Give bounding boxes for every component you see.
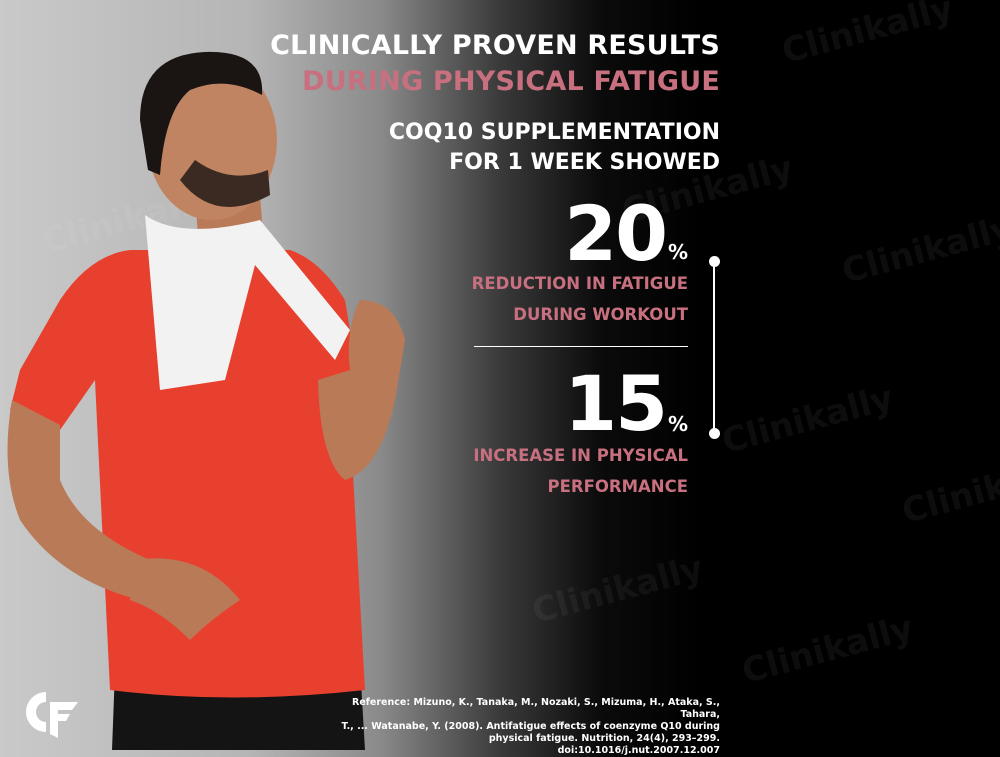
subheadline-line1: COQ10 SUPPLEMENTATION [388, 120, 720, 145]
stat-label-line: REDUCTION IN FATIGUE [471, 274, 688, 293]
stat-label-performance: INCREASE IN PHYSICAL PERFORMANCE [473, 440, 688, 502]
timeline-dot [709, 428, 720, 439]
headline: CLINICALLY PROVEN RESULTS DURING PHYSICA… [270, 28, 720, 100]
subheadline: COQ10 SUPPLEMENTATION FOR 1 WEEK SHOWED [389, 118, 720, 178]
reference-line: physical fatigue. Nutrition, 24(4), 293–… [488, 733, 720, 756]
reference-line: T., ... Watanabe, Y. (2008). Antifatigue… [341, 721, 720, 732]
stat-value-fatigue: 20 [564, 189, 668, 278]
watermark: Clinikally [527, 548, 708, 632]
stat-unit-performance: % [667, 412, 688, 436]
headline-line1: CLINICALLY PROVEN RESULTS [270, 30, 720, 61]
headline-line2: DURING PHYSICAL FATIGUE [302, 66, 720, 97]
reference-line: Reference: Mizuno, K., Tanaka, M., Nozak… [352, 697, 720, 720]
stat-label-line: PERFORMANCE [547, 477, 688, 496]
man-with-towel-photo [7, 51, 405, 750]
watermark: Clinikally [717, 378, 898, 462]
stat-label-fatigue: REDUCTION IN FATIGUE DURING WORKOUT [472, 268, 688, 330]
subheadline-line2: FOR 1 WEEK SHOWED [449, 150, 720, 175]
stat-label-line: INCREASE IN PHYSICAL [473, 446, 688, 465]
stat-label-line: DURING WORKOUT [513, 305, 688, 324]
watermark: Clinikally [837, 208, 1000, 292]
watermark: Clinikally [777, 0, 958, 72]
stat-unit-fatigue: % [667, 240, 688, 264]
reference-citation: Reference: Mizuno, K., Tanaka, M., Nozak… [340, 697, 720, 757]
divider [474, 346, 688, 347]
watermark: Clinikally [737, 608, 918, 692]
cf-logo-icon [26, 692, 78, 738]
timeline-line [713, 261, 715, 433]
stat-value-performance: 15 [564, 359, 668, 448]
watermark: Clinikally [897, 448, 1000, 532]
timeline-dot [709, 256, 720, 267]
